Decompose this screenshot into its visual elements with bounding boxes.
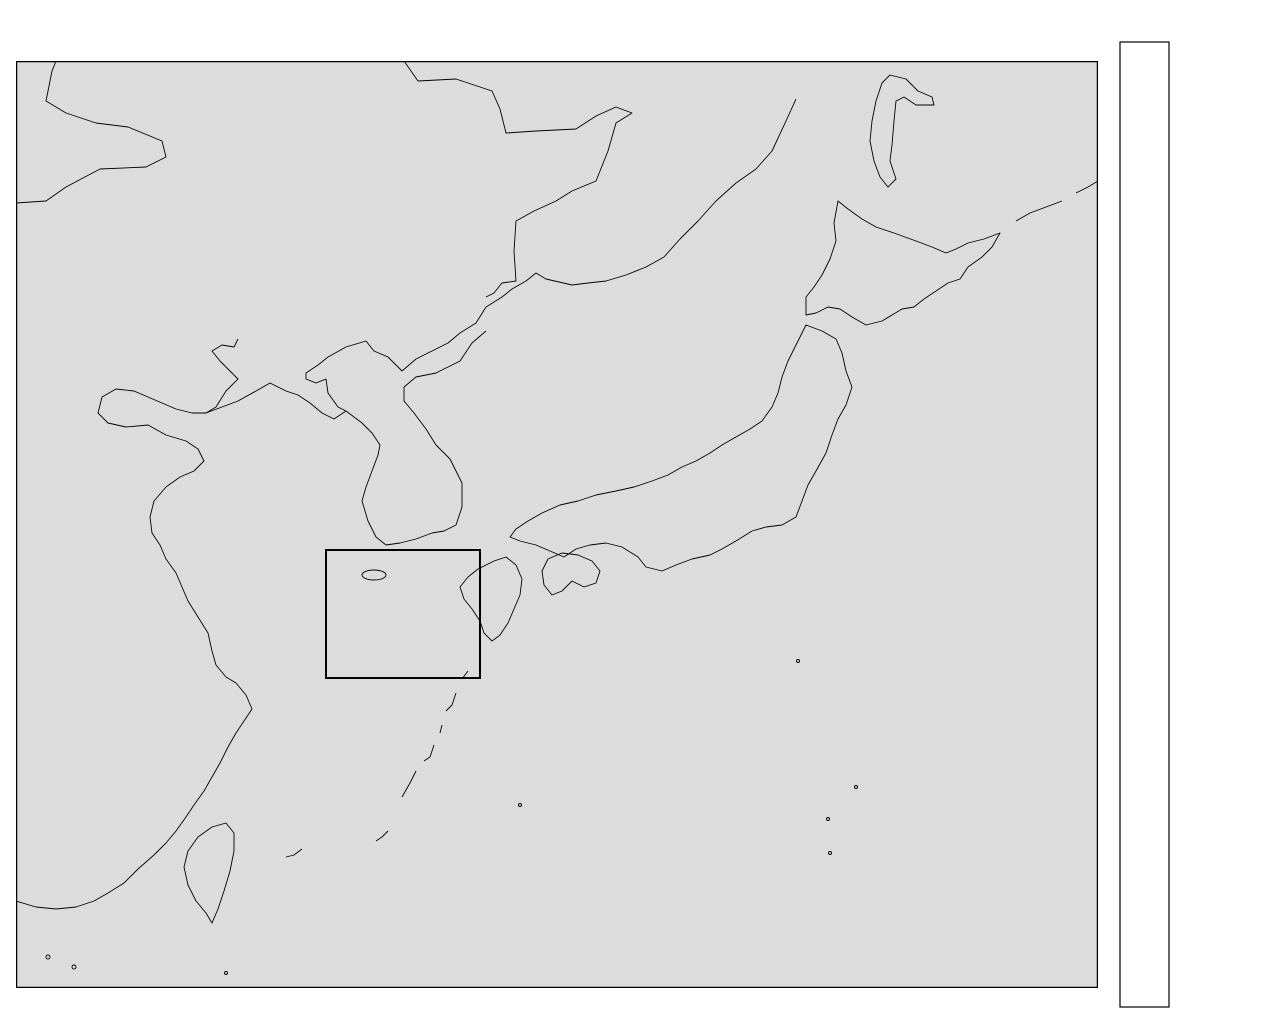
honshu-coast bbox=[509, 324, 853, 572]
map-panel bbox=[16, 61, 1098, 988]
hokkaido-coast bbox=[805, 200, 1001, 326]
shikoku-coast bbox=[541, 552, 601, 596]
islet bbox=[45, 954, 51, 960]
korea-west-coast bbox=[16, 382, 347, 910]
jeju-island bbox=[361, 569, 387, 581]
islet bbox=[826, 817, 830, 821]
kyushu-coast bbox=[459, 556, 523, 642]
islet bbox=[796, 659, 800, 663]
sakhalin-coast bbox=[869, 74, 935, 188]
china-korea-coast bbox=[305, 98, 797, 546]
islet bbox=[854, 785, 858, 789]
islet bbox=[224, 971, 228, 975]
map-frame bbox=[16, 61, 1098, 988]
islet bbox=[518, 803, 522, 807]
interior-border bbox=[403, 61, 633, 298]
islet bbox=[71, 964, 77, 970]
northern-border bbox=[16, 61, 167, 204]
taiwan-coast bbox=[183, 822, 235, 924]
kuril-islands bbox=[1015, 180, 1098, 222]
islet bbox=[828, 851, 832, 855]
bohai-coast bbox=[205, 338, 239, 414]
coastlines bbox=[16, 61, 1098, 975]
map-background-field bbox=[16, 61, 1098, 988]
colorbar-gradient bbox=[1119, 41, 1170, 1008]
ryukyu-islands bbox=[285, 670, 469, 858]
region-box bbox=[325, 549, 481, 679]
